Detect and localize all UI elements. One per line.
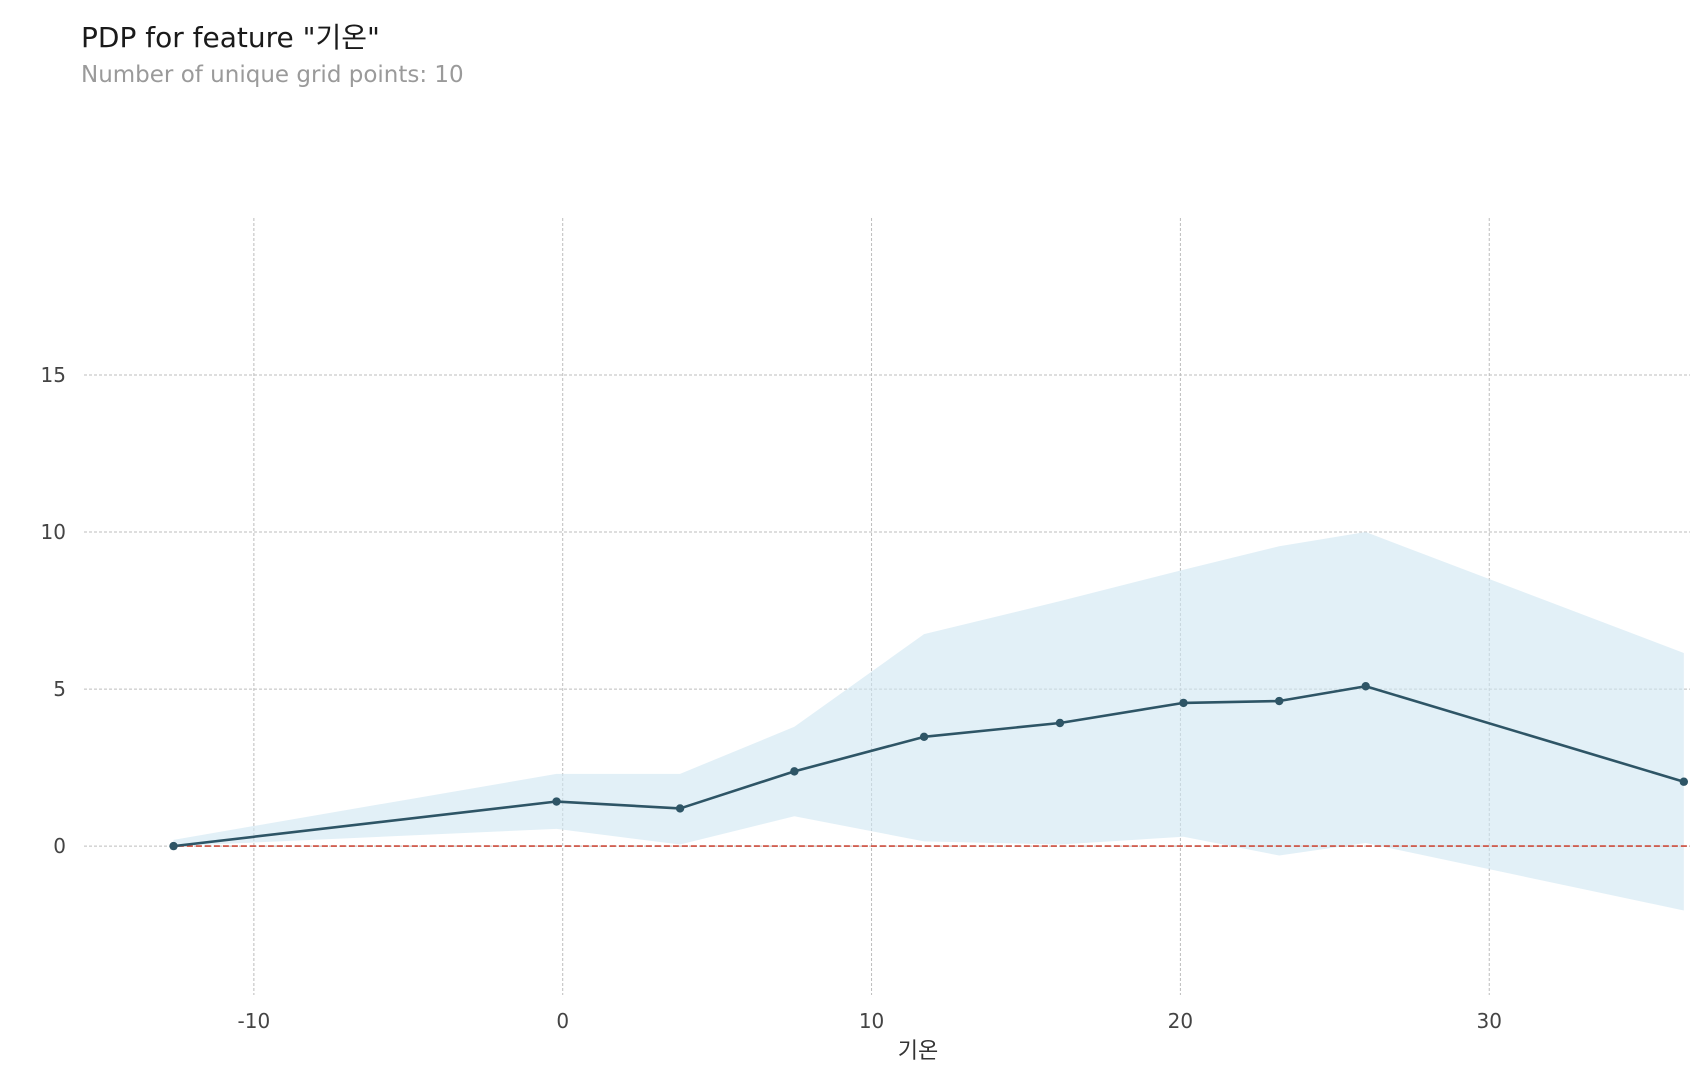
x-tick-label: 10 (859, 1009, 884, 1033)
chart-subtitle: Number of unique grid points: 10 (81, 62, 464, 88)
pdp-point (1179, 698, 1188, 708)
y-tick-label: 0 (53, 834, 66, 858)
pdp-point (552, 797, 561, 806)
x-tick-label: 30 (1477, 1009, 1502, 1033)
pdp-point (919, 732, 929, 742)
x-axis-label: 기온 (898, 1039, 938, 1064)
pdp-point (1361, 682, 1370, 691)
pdp-point (1055, 718, 1065, 728)
pdp-point (1679, 777, 1689, 786)
y-tick-label: 5 (53, 677, 66, 701)
pdp-series-line (173, 684, 1685, 848)
confidence-band (173, 532, 1684, 911)
pdp-point (675, 804, 685, 813)
pdp-point (790, 767, 799, 776)
x-tick-label: 0 (556, 1009, 569, 1033)
pdp-point (169, 841, 178, 851)
chart-title: PDP for feature "기온" (81, 21, 380, 54)
x-tick-label: -10 (238, 1009, 271, 1033)
pdp-point (1275, 696, 1284, 706)
y-tick-label: 10 (41, 520, 66, 544)
y-tick-label: 15 (41, 363, 66, 387)
x-tick-label: 20 (1168, 1009, 1193, 1033)
